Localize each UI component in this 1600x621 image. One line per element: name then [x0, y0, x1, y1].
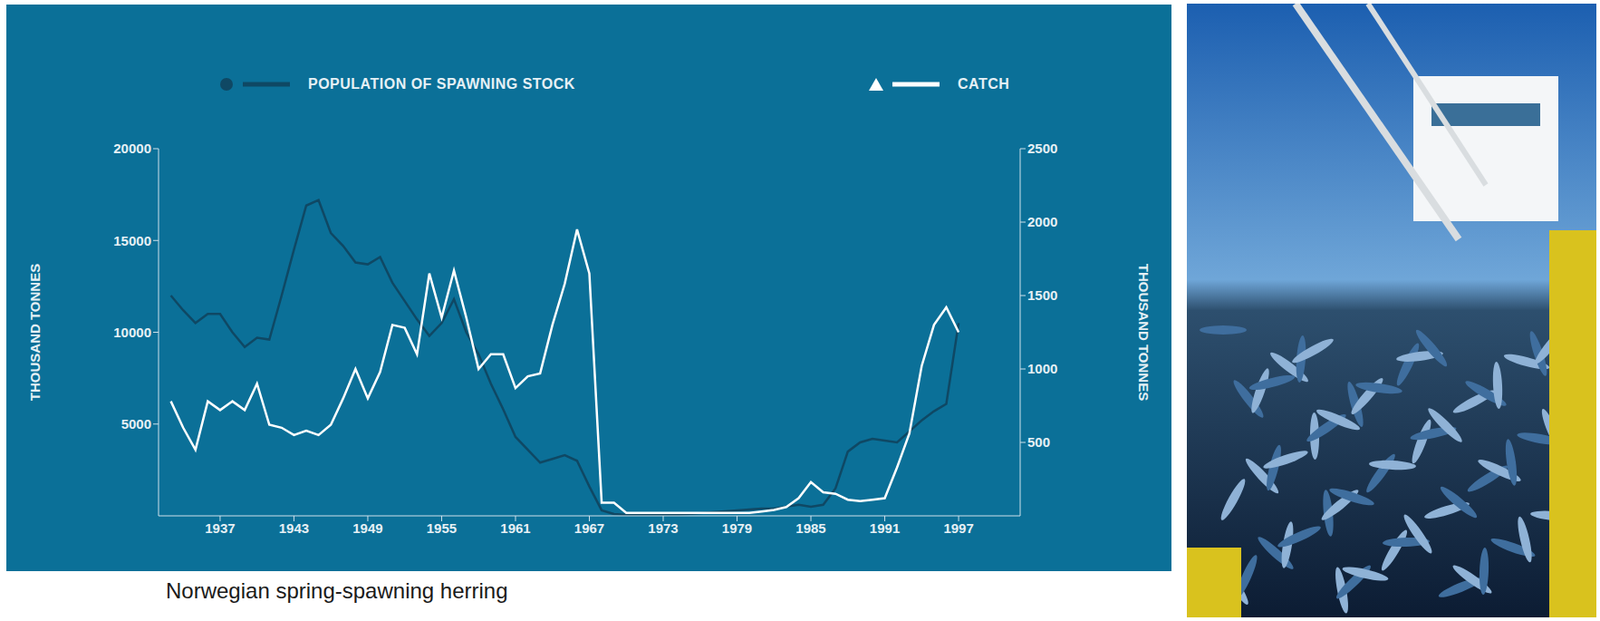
svg-text:5000: 5000	[121, 415, 152, 432]
svg-text:1985: 1985	[795, 520, 826, 536]
svg-text:1943: 1943	[279, 520, 309, 536]
svg-text:500: 500	[1027, 433, 1051, 450]
html-text:CATCH: CATCH	[957, 76, 1010, 92]
svg-text:1973: 1973	[647, 520, 678, 536]
svg-text:THOUSAND TONNES: THOUSAND TONNES	[27, 263, 43, 401]
svg-text:1967: 1967	[574, 520, 605, 536]
svg-text:2000: 2000	[1027, 213, 1058, 230]
svg-text:1500: 1500	[1027, 287, 1058, 303]
svg-text:THOUSAND TONNES: THOUSAND TONNES	[1136, 263, 1152, 401]
svg-text:20000: 20000	[113, 140, 152, 156]
html-text:Norwegian spring-spawning herr: Norwegian spring-spawning herring	[165, 578, 508, 603]
svg-text:1937: 1937	[204, 520, 235, 536]
svg-text:15000: 15000	[113, 232, 152, 249]
svg-text:1949: 1949	[352, 520, 383, 536]
html-text:POPULATION OF SPAWNING STOCK: POPULATION OF SPAWNING STOCK	[308, 76, 576, 92]
svg-text:1991: 1991	[869, 520, 900, 536]
svg-text:1997: 1997	[943, 520, 974, 536]
svg-text:10000: 10000	[113, 324, 152, 340]
svg-text:1979: 1979	[722, 520, 752, 536]
svg-text:1961: 1961	[500, 520, 531, 536]
svg-text:1000: 1000	[1027, 360, 1058, 376]
svg-text:2500: 2500	[1027, 140, 1058, 156]
svg-text:1955: 1955	[426, 520, 457, 536]
